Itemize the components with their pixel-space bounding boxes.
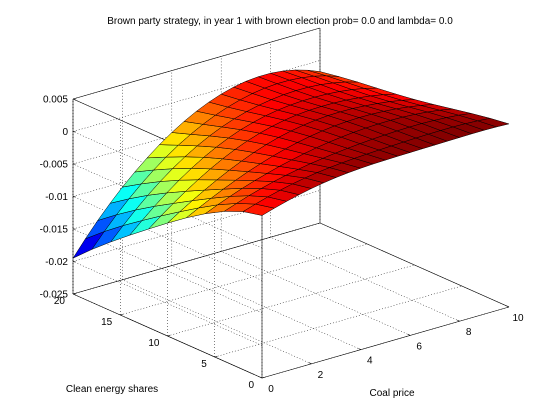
x-tick-mark [457, 319, 460, 322]
z-tick-label: -0.025 [40, 290, 69, 301]
floor-gridline [167, 264, 415, 337]
y-tick-label: 20 [54, 296, 66, 307]
y-axis-label: Clean energy shares [66, 384, 158, 395]
floor-gridline [270, 236, 460, 322]
axes-box-front [261, 222, 510, 379]
x-tick-label: 6 [416, 341, 422, 352]
floor-gridline [214, 285, 462, 358]
x-tick-mark [407, 334, 411, 336]
z-tick-label: -0.005 [40, 160, 69, 171]
y-tick-label: 5 [201, 359, 207, 370]
chart-title: Brown party strategy, in year 1 with bro… [107, 16, 453, 27]
x-tick-label: 0 [268, 384, 274, 395]
x-tick-mark [308, 362, 312, 365]
z-tick-label: 0 [62, 127, 68, 138]
floor-gridline [221, 251, 411, 336]
x-tick-label: 4 [367, 356, 373, 367]
y-tick-label: 10 [148, 338, 160, 349]
surface-plot [72, 69, 510, 259]
z-tick-label: -0.02 [45, 257, 68, 268]
surface-patch [477, 118, 510, 128]
axis-line [72, 222, 321, 295]
axis-line [261, 306, 510, 379]
y-tick-label: 0 [248, 380, 254, 391]
x-tick-label: 2 [318, 370, 324, 381]
x-tick-label: 10 [512, 313, 524, 324]
x-axis-label: Coal price [369, 388, 414, 399]
floor-gridline [120, 243, 368, 316]
x-tick-mark [506, 305, 510, 308]
z-tick-label: -0.01 [45, 192, 68, 203]
z-tick-label: 0.005 [43, 95, 68, 106]
wall-gridline [72, 60, 321, 132]
x-tick-label: 8 [466, 327, 472, 338]
axis-line [72, 27, 321, 100]
wall-gridline [72, 92, 321, 165]
y-tick-mark [261, 377, 265, 379]
y-tick-mark [214, 356, 218, 358]
axis-line [319, 222, 510, 308]
x-tick-mark [358, 348, 361, 350]
axis-ticks: 0 2 4 6 8 10 0 5 10 15 20-0.025 -0.02 -0.015 -0.01 -0.… [40, 95, 524, 396]
y-tick-mark [167, 335, 171, 337]
y-tick-label: 15 [101, 317, 113, 328]
z-tick-label: -0.015 [40, 225, 69, 236]
wall-gridline [72, 125, 321, 197]
wall-gridline [72, 190, 321, 262]
y-tick-mark [120, 314, 123, 316]
x-tick-mark [259, 376, 263, 379]
